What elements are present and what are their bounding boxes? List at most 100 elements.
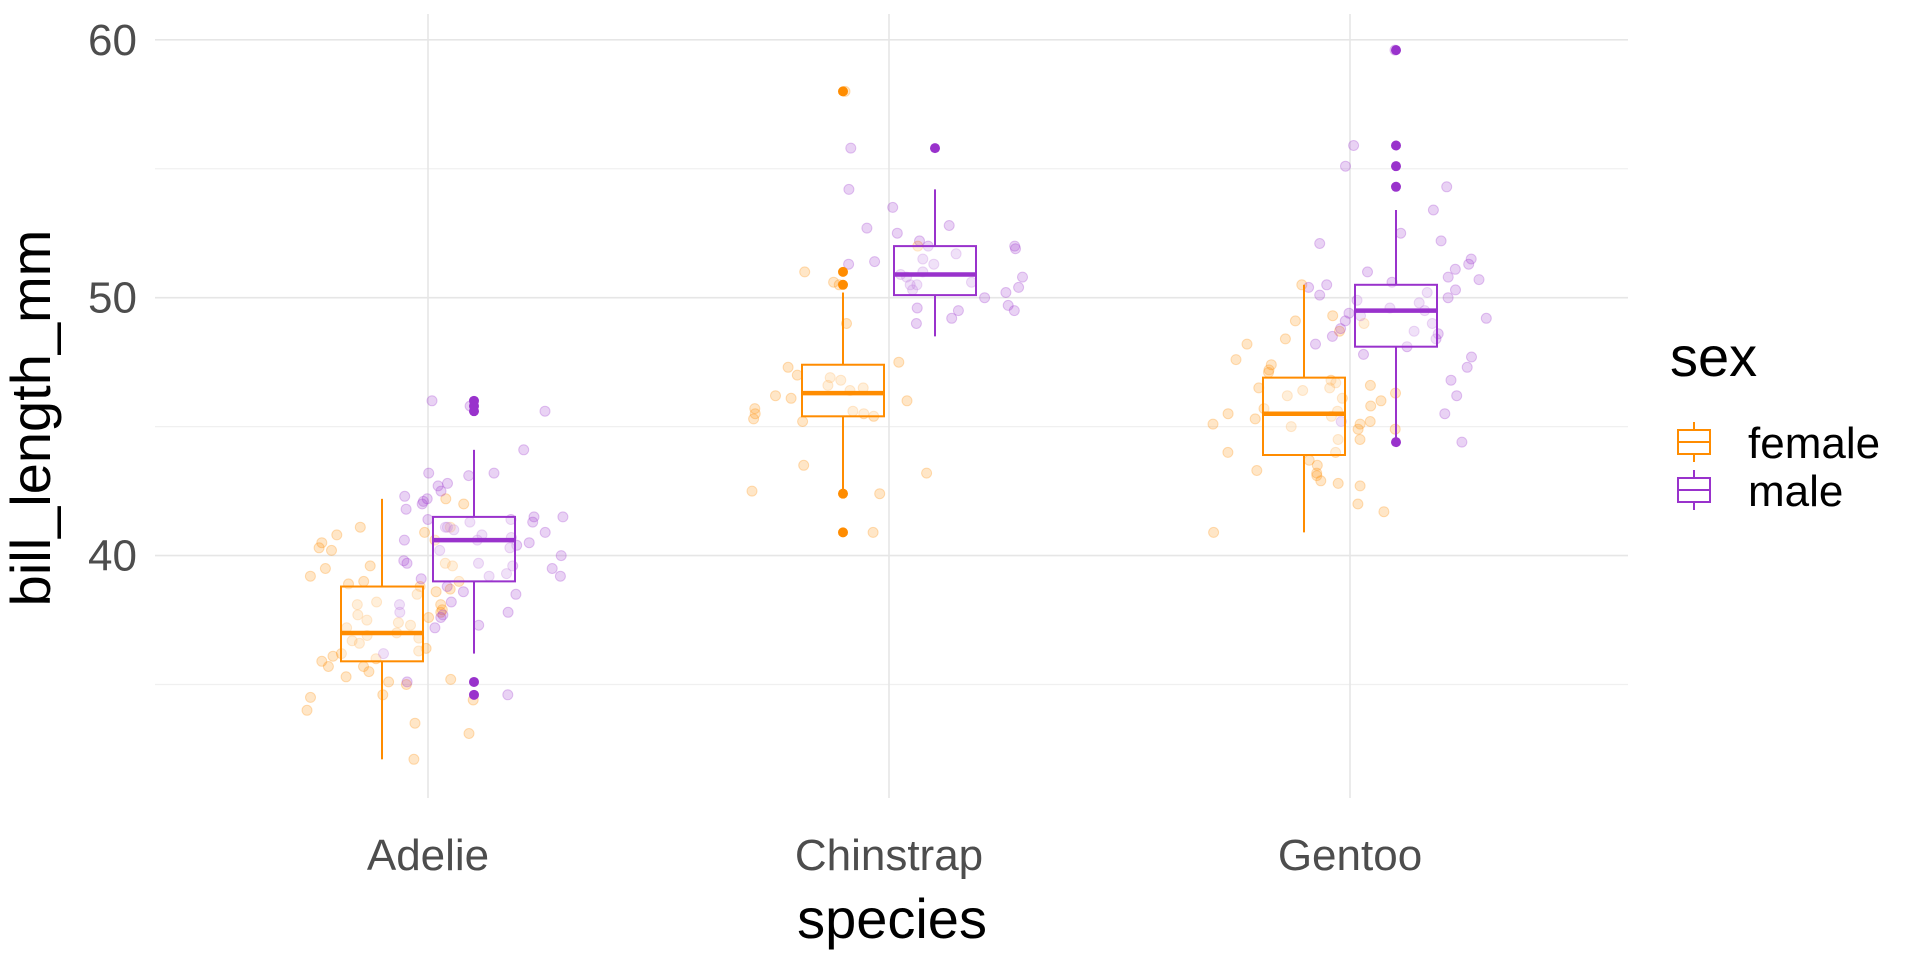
data-point xyxy=(1297,385,1309,396)
data-point xyxy=(946,312,958,324)
data-point xyxy=(1207,418,1219,430)
data-point xyxy=(914,235,925,247)
outlier-point xyxy=(838,266,848,277)
data-point xyxy=(448,524,460,536)
data-point xyxy=(417,495,429,507)
data-point xyxy=(502,689,514,701)
data-point xyxy=(1442,292,1454,304)
data-point xyxy=(1451,390,1463,402)
data-point xyxy=(1279,333,1291,345)
data-point xyxy=(861,222,873,234)
data-point xyxy=(527,516,539,528)
data-point xyxy=(1442,271,1454,283)
data-point xyxy=(440,493,452,505)
data-point xyxy=(1335,416,1347,427)
box xyxy=(801,363,885,418)
data-point xyxy=(1432,328,1444,340)
data-point xyxy=(1466,351,1477,363)
data-point xyxy=(358,661,369,672)
data-point xyxy=(301,704,313,716)
data-point xyxy=(1265,359,1277,371)
data-point xyxy=(422,514,434,525)
data-point xyxy=(749,403,761,415)
data-point xyxy=(361,614,373,626)
data-point xyxy=(555,550,567,562)
legend-label: female xyxy=(1748,419,1880,468)
data-point xyxy=(409,717,421,729)
data-point xyxy=(1002,299,1014,311)
data-point xyxy=(1450,284,1461,296)
data-point xyxy=(1263,364,1275,376)
data-point xyxy=(400,679,412,690)
data-point xyxy=(1473,274,1485,286)
data-point xyxy=(392,617,404,629)
data-point xyxy=(463,470,475,482)
data-point xyxy=(1311,467,1323,479)
data-point xyxy=(383,676,395,688)
data-point xyxy=(1421,287,1433,298)
box xyxy=(893,245,977,297)
data-point xyxy=(523,537,535,549)
data-point xyxy=(416,498,428,510)
data-point xyxy=(432,480,444,492)
data-point xyxy=(1326,330,1338,342)
data-point xyxy=(354,521,366,533)
x-axis-ticks: Adelie Chinstrap Gentoo xyxy=(367,831,1422,880)
data-point xyxy=(1354,434,1366,445)
data-point xyxy=(557,511,569,523)
outlier-point xyxy=(838,86,848,97)
legend-item-male: male xyxy=(1677,467,1843,516)
data-point xyxy=(539,405,551,417)
data-point xyxy=(911,279,923,291)
data-point xyxy=(1222,408,1234,420)
data-point xyxy=(501,568,512,580)
data-point xyxy=(1013,281,1025,293)
data-point xyxy=(316,655,328,667)
data-point xyxy=(415,573,427,585)
data-point xyxy=(363,666,375,678)
data-point xyxy=(429,622,441,634)
data-point xyxy=(1445,374,1457,386)
data-point xyxy=(746,485,758,497)
data-point xyxy=(1314,238,1326,249)
data-point xyxy=(1362,266,1373,278)
data-point xyxy=(1427,204,1439,216)
data-point xyxy=(782,361,794,373)
data-point xyxy=(364,560,376,572)
data-point xyxy=(911,302,923,314)
data-point xyxy=(458,498,470,510)
data-point xyxy=(917,253,929,265)
box xyxy=(340,585,424,663)
data-point xyxy=(1334,325,1345,337)
legend-label: male xyxy=(1748,467,1843,516)
data-point xyxy=(1008,305,1020,317)
outlier-point xyxy=(838,279,848,290)
data-point xyxy=(1285,421,1297,433)
data-point xyxy=(867,526,879,538)
y-tick-label: 60 xyxy=(88,16,137,65)
data-point xyxy=(394,606,406,618)
data-point xyxy=(943,220,955,231)
data-point xyxy=(442,477,453,489)
outlier-point xyxy=(469,689,479,700)
boxplot-female-adelie xyxy=(340,498,424,760)
boxplots xyxy=(340,45,1438,760)
data-point xyxy=(445,596,457,608)
data-point xyxy=(1463,258,1475,270)
data-point xyxy=(405,619,416,631)
data-point xyxy=(1310,338,1321,350)
data-point xyxy=(305,691,316,703)
data-point xyxy=(346,635,358,647)
data-point xyxy=(1314,289,1326,301)
data-point xyxy=(1303,454,1315,466)
data-point xyxy=(1311,459,1323,471)
data-point xyxy=(1343,307,1355,319)
outlier-point xyxy=(1391,140,1401,151)
data-point xyxy=(463,728,475,739)
data-point xyxy=(554,570,566,582)
data-point xyxy=(1281,390,1293,402)
data-point xyxy=(518,444,530,456)
data-point xyxy=(979,292,991,304)
